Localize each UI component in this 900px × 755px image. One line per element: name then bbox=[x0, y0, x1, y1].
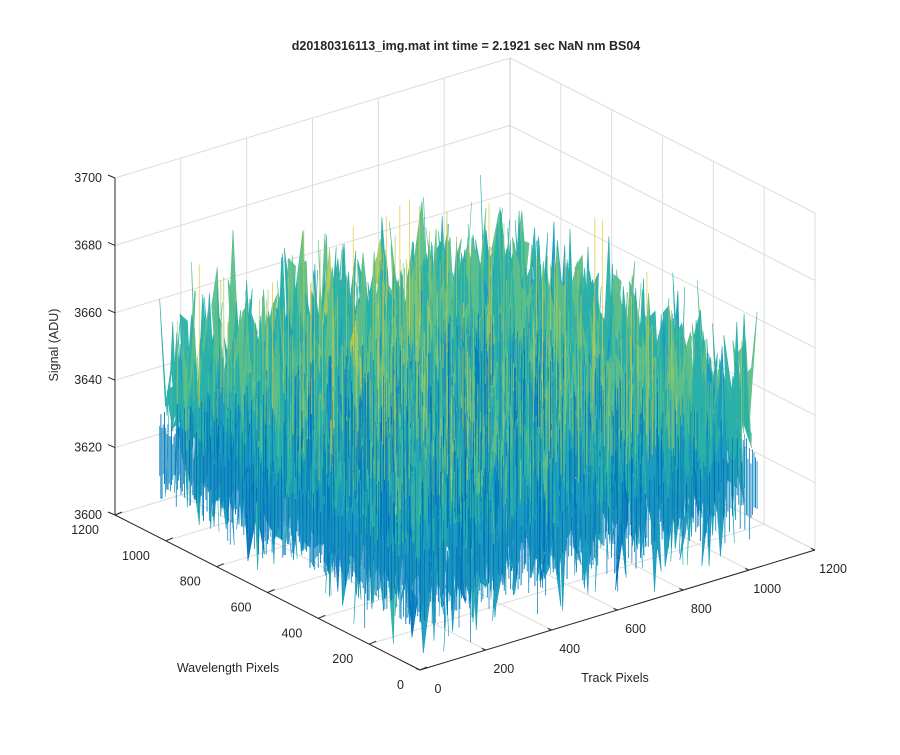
surface-mesh bbox=[160, 175, 757, 653]
